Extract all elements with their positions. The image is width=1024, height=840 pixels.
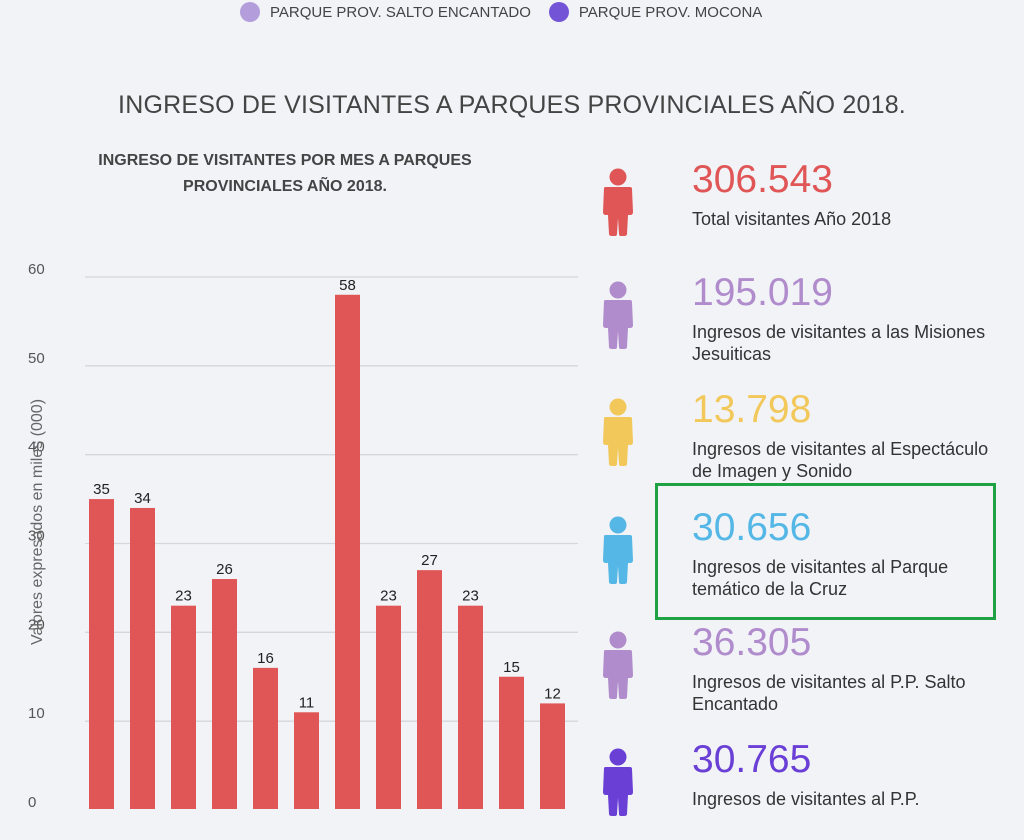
page-title: INGRESO DE VISITANTES A PARQUES PROVINCI… bbox=[118, 91, 906, 119]
bar-chart: 0 10 20 30 40 50 60 Valores expresados en miles… bbox=[28, 261, 578, 809]
person-icon bbox=[603, 631, 633, 699]
bar[interactable] bbox=[212, 579, 237, 809]
person-icon bbox=[603, 748, 633, 816]
stat-mocona: 30.765 Ingresos de visitantes al P.P. bbox=[590, 730, 1020, 840]
bar-value-label: 23 bbox=[462, 588, 479, 605]
bar[interactable] bbox=[171, 605, 196, 809]
legend-item-mocona[interactable]: PARQUE PROV. MOCONA bbox=[548, 2, 763, 22]
y-tick-label: 0 bbox=[28, 794, 36, 809]
person-icon bbox=[603, 516, 633, 584]
stat-label: Ingresos de visitantes al Espectáculo de… bbox=[692, 439, 989, 481]
legend-label: PARQUE PROV. SALTO ENCANTADO bbox=[270, 3, 531, 21]
bar-value-label: 35 bbox=[93, 481, 110, 498]
stat-misiones: 195.019 Ingresos de visitantes a las Mis… bbox=[590, 263, 1020, 373]
bar-value-label: 16 bbox=[257, 650, 274, 667]
bar[interactable] bbox=[540, 703, 565, 809]
y-tick-label: 50 bbox=[28, 350, 45, 367]
y-axis-label: Valores expresados en miles (000) bbox=[29, 399, 46, 645]
stat-parque-cruz: 30.656 Ingresos de visitantes al Parque … bbox=[590, 498, 1020, 608]
legend-dot bbox=[240, 2, 260, 22]
y-tick-label: 30 bbox=[28, 528, 45, 545]
stat-label: Total visitantes Año 2018 bbox=[692, 209, 892, 229]
bar-value-label: 27 bbox=[421, 552, 438, 569]
stat-value: 36.305 bbox=[692, 621, 812, 664]
bar-value-label: 26 bbox=[216, 561, 233, 578]
stat-salto-encantado: 36.305 Ingresos de visitantes al P.P. Sa… bbox=[590, 613, 1020, 723]
legend-label: PARQUE PROV. MOCONA bbox=[578, 3, 763, 21]
bar[interactable] bbox=[376, 605, 401, 809]
stat-label: Ingresos de visitantes al Parque temátic… bbox=[692, 557, 949, 599]
person-icon bbox=[603, 168, 633, 236]
chart-title-line: PROVINCIALES AÑO 2018. bbox=[183, 178, 387, 195]
stat-label: Ingresos de visitantes al P.P. Salto Enc… bbox=[692, 672, 966, 714]
legend-dot bbox=[548, 2, 569, 22]
bar-value-label: 23 bbox=[175, 588, 192, 605]
bar-value-label: 15 bbox=[503, 659, 520, 676]
person-icon bbox=[603, 281, 633, 349]
legend-item-salto-encantado[interactable]: PARQUE PROV. SALTO ENCANTADO bbox=[240, 2, 531, 22]
stat-label: Ingresos de visitantes al P.P. bbox=[692, 789, 920, 809]
highlight-box bbox=[655, 483, 996, 620]
y-tick-label: 20 bbox=[28, 616, 45, 633]
stat-value: 30.656 bbox=[692, 506, 812, 549]
bar-value-label: 58 bbox=[339, 277, 356, 294]
bar[interactable] bbox=[253, 667, 278, 809]
stat-imagen-sonido: 13.798 Ingresos de visitantes al Espectá… bbox=[590, 380, 1020, 490]
stat-value: 195.019 bbox=[692, 271, 833, 314]
chart-title: INGRESO DE VISITANTES POR MES A PARQUES … bbox=[60, 148, 510, 200]
y-tick-label: 60 bbox=[28, 261, 45, 278]
bar[interactable] bbox=[130, 507, 155, 809]
y-tick-label: 40 bbox=[28, 439, 45, 456]
bar-value-label: 23 bbox=[380, 588, 397, 605]
stat-label: Ingresos de visitantes a las Misiones Je… bbox=[692, 322, 986, 364]
bar[interactable] bbox=[499, 676, 524, 809]
bar[interactable] bbox=[89, 499, 114, 809]
y-tick-label: 10 bbox=[28, 705, 45, 722]
stat-value: 30.765 bbox=[692, 738, 812, 781]
stat-value: 306.543 bbox=[692, 158, 833, 201]
stat-total: 306.543 Total visitantes Año 2018 bbox=[590, 150, 1020, 260]
stat-value: 13.798 bbox=[692, 388, 812, 431]
chart-title-line: INGRESO DE VISITANTES POR MES A PARQUES bbox=[98, 152, 472, 169]
bar[interactable] bbox=[294, 712, 319, 809]
legend: PARQUE PROV. SALTO ENCANTADO PARQUE PROV… bbox=[240, 0, 762, 24]
bar-value-label: 34 bbox=[134, 490, 151, 507]
bar[interactable] bbox=[458, 605, 483, 809]
person-icon bbox=[603, 398, 633, 466]
bar[interactable] bbox=[335, 294, 360, 809]
bar[interactable] bbox=[417, 570, 442, 809]
bar-value-label: 11 bbox=[299, 694, 315, 711]
bar-value-label: 12 bbox=[544, 685, 561, 702]
